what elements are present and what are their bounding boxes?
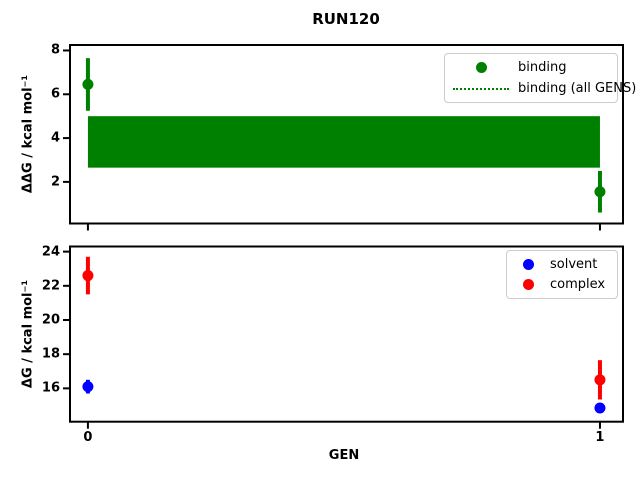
figure-title: RUN120 (312, 10, 380, 28)
dot-marker (522, 279, 534, 291)
legend-top: binding binding (all GENS) (444, 53, 636, 103)
legend-dot-icon (515, 279, 541, 291)
xtick-label-0: 0 (83, 429, 93, 445)
spines-bottom (69, 245, 624, 423)
ytick-label-bottom-20: 20 (41, 312, 60, 328)
dot-marker (522, 258, 534, 270)
xtick-label-1: 1 (595, 429, 605, 445)
legend-label: complex (550, 277, 606, 293)
ytick-label-bottom-22: 22 (41, 278, 60, 294)
ytick-label-bottom-18: 18 (41, 346, 60, 362)
legend-item-solvent: solvent (515, 254, 609, 275)
legend-label: binding (518, 60, 567, 75)
legend-label: solvent (550, 256, 598, 272)
marker-solvent-1 (594, 402, 606, 414)
axes-bottom (63, 245, 624, 429)
ytick-label-bottom-16: 16 (41, 380, 60, 396)
ytick-label-top-6: 6 (50, 86, 60, 102)
marker-complex-0 (82, 270, 94, 282)
legend-label: binding (all GENS) (518, 81, 637, 96)
spines-top (69, 44, 624, 225)
ytick-label-top-8: 8 (50, 42, 60, 58)
ytick-label-top-2: 2 (50, 174, 60, 190)
band-binding-all-gens (87, 116, 600, 168)
ytick-label-top-4: 4 (50, 130, 60, 146)
dot-marker (475, 62, 487, 73)
legend-bottom: solvent complex (506, 250, 618, 299)
legend-dot-icon (515, 258, 541, 270)
legend-item-complex: complex (515, 275, 609, 296)
ytick-label-bottom-24: 24 (41, 244, 60, 260)
axes-top (63, 44, 624, 231)
marker-solvent-0 (82, 381, 94, 393)
marker-binding-0 (82, 78, 94, 90)
xlabel: GEN (328, 448, 360, 463)
marker-complex-1 (594, 374, 606, 386)
legend-item-binding: binding (453, 57, 609, 78)
legend-item-binding-all-gens: binding (all GENS) (453, 78, 636, 99)
dotted-line-marker (453, 87, 509, 90)
legend-dotted-line-icon (453, 87, 509, 90)
legend-dot-icon (453, 62, 509, 73)
marker-binding-1 (594, 186, 606, 198)
ylabel-bottom: ΔG / kcal mol⁻¹ (20, 279, 36, 389)
